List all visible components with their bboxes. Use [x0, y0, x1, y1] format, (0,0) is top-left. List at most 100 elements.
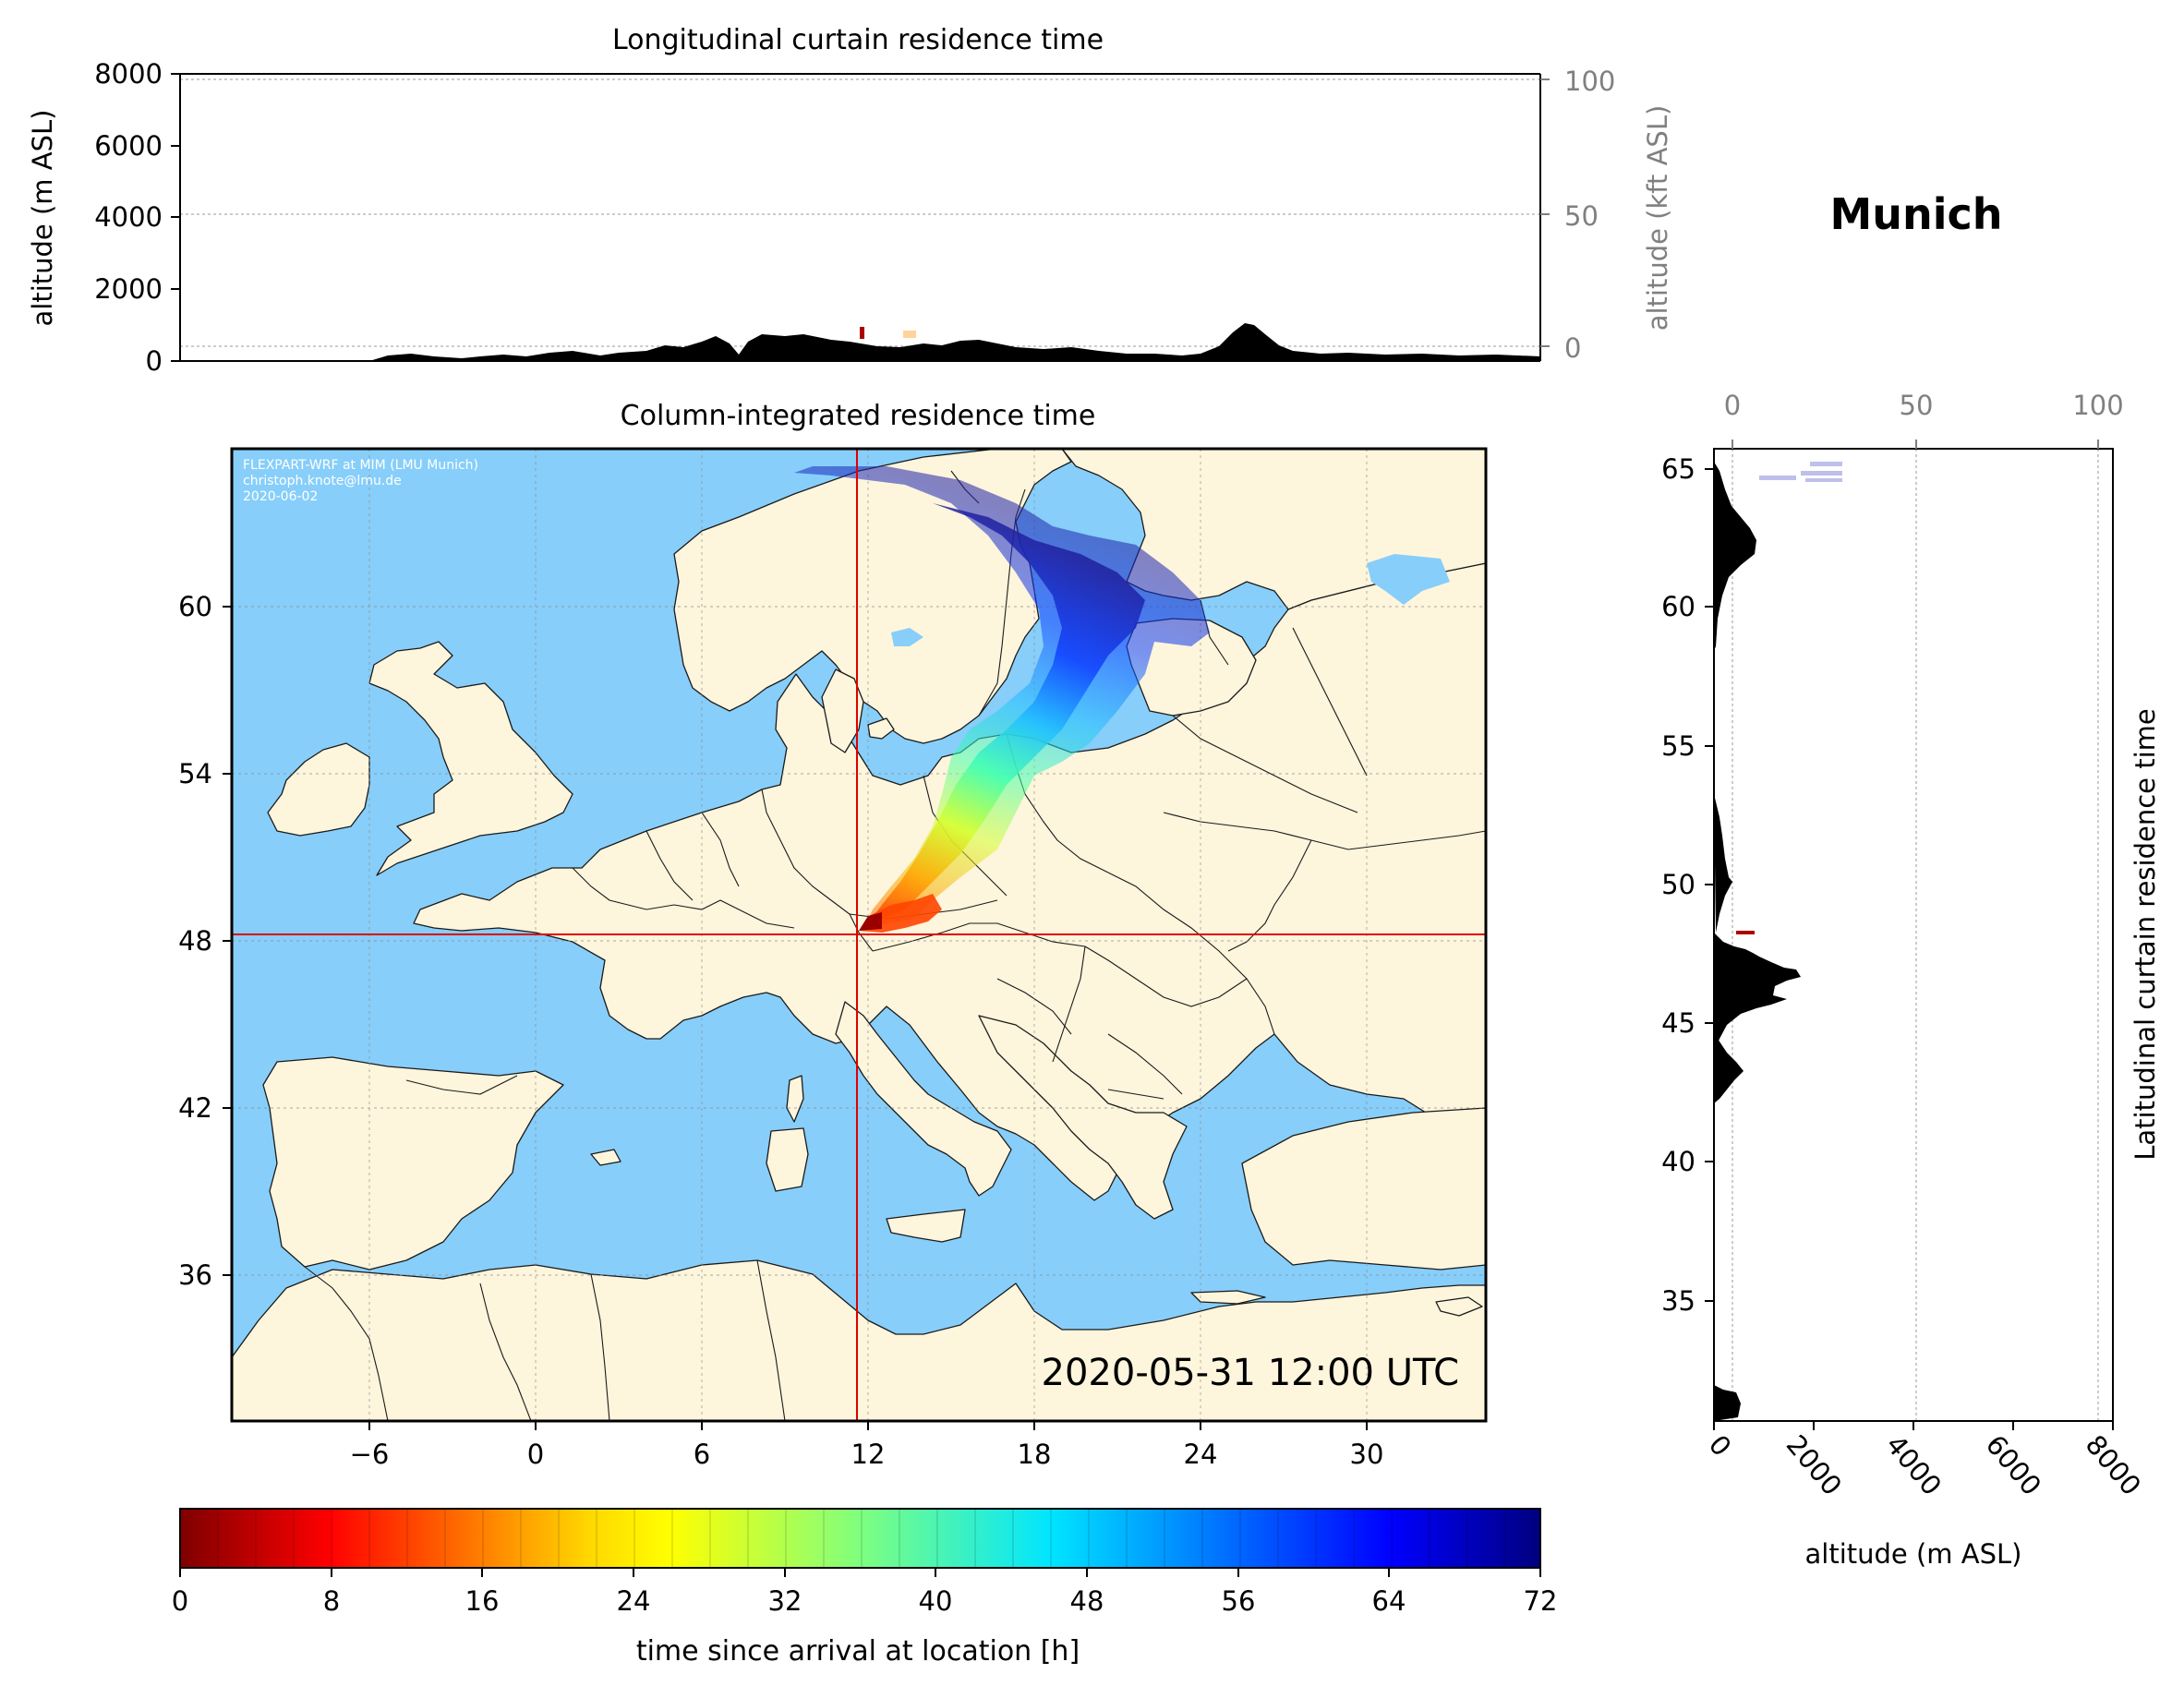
longitudinal-curtain-panel: Longitudinal curtain residence time 0: [27, 24, 1673, 377]
turkey: [1241, 1107, 1486, 1270]
tick-label: 100: [1564, 66, 1615, 97]
lake-vanern: [891, 628, 923, 646]
tick-label: 55: [1661, 730, 1695, 762]
tick-label: 100: [2072, 390, 2123, 421]
tick-label: 72: [1524, 1585, 1558, 1617]
corsica: [786, 1075, 804, 1123]
latitudinal-axes-frame: [1713, 448, 2114, 1422]
tick-label: 35: [1661, 1285, 1695, 1317]
sardinia: [766, 1127, 809, 1192]
residence-time-plume: [794, 466, 1210, 933]
tick-label: 40: [919, 1585, 953, 1617]
tick-label: 6: [694, 1439, 710, 1470]
longitudinal-axes-frame: [179, 73, 1541, 362]
latitudinal-near-source-residence: [1736, 931, 1755, 934]
tick-label: 65: [1661, 453, 1695, 485]
tick-label: 16: [465, 1585, 500, 1617]
longitudinal-terrain: [180, 323, 1540, 361]
north-africa: [232, 1259, 1486, 1421]
colorbar-bins: [217, 1509, 1506, 1568]
latitudinal-terrain: [1714, 462, 1801, 1421]
latitudinal-alt-tick-labels: 0 2000 4000 6000 8000: [1703, 1429, 2147, 1501]
balkans: [978, 1015, 1188, 1220]
latitudinal-curtain-panel: 65 60 55 50 45 40 35 0 2000 4000 6000 80…: [1661, 390, 2161, 1570]
longitudinal-right-ticks: [1540, 78, 1550, 347]
latitudinal-kft-ticks: [1732, 440, 2099, 449]
tick-label: 48: [178, 925, 212, 957]
tick-label: 2000: [94, 273, 163, 305]
credit-line-2: christoph.knote@lmu.de: [243, 474, 402, 488]
iberian-peninsula: [262, 1056, 564, 1270]
tick-label: 54: [178, 758, 212, 789]
longitudinal-left-tick-labels: 0 2000 4000 6000 8000: [94, 58, 163, 377]
tick-label: 30: [1350, 1439, 1384, 1470]
map-lon-tick-labels: −6 0 6 12 18 24 30: [350, 1439, 1384, 1470]
longitudinal-gridlines: [180, 78, 1540, 347]
tick-label: 45: [1661, 1007, 1695, 1039]
tick-label: 60: [1661, 591, 1695, 622]
tick-label: −6: [350, 1439, 390, 1470]
tick-label: 50: [1661, 869, 1695, 900]
tick-label: 0: [172, 1585, 188, 1617]
longitudinal-ylabel-right: altitude (kft ASL): [1642, 105, 1673, 331]
longitudinal-residence-patch: [903, 331, 916, 338]
latitudinal-title: Latitudinal curtain residence time: [2130, 708, 2161, 1161]
tick-label: 0: [1564, 332, 1581, 364]
latitudinal-gridlines: [1732, 449, 2099, 1421]
credit-line-3: 2020-06-02: [243, 489, 318, 504]
plume-source-dark: [859, 912, 882, 931]
colorbar-tick-labels: 0 8 16 24 32 40 48 56 64 72: [172, 1585, 1558, 1617]
ireland: [267, 742, 370, 837]
tick-label: 0: [146, 345, 163, 377]
tick-label: 8000: [94, 58, 163, 90]
map-area: FLEXPART-WRF at MIM (LMU Munich) christo…: [232, 449, 1486, 1421]
latitudinal-upper-residence: [1759, 462, 1842, 482]
location-title: Munich: [1829, 189, 2002, 239]
tick-label: 24: [1184, 1439, 1218, 1470]
tick-label: 56: [1222, 1585, 1256, 1617]
tick-label: 0: [1724, 390, 1741, 421]
tick-label: 48: [1070, 1585, 1104, 1617]
map-credit: FLEXPART-WRF at MIM (LMU Munich) christo…: [243, 458, 478, 504]
italy: [835, 1001, 1012, 1197]
tick-label: 32: [768, 1585, 802, 1617]
longitudinal-title: Longitudinal curtain residence time: [612, 24, 1104, 56]
column-integrated-map-panel: Column-integrated residence time: [178, 400, 1488, 1470]
tick-label: 2000: [1780, 1429, 1848, 1501]
sicily: [886, 1209, 966, 1243]
balearic-island: [590, 1149, 621, 1166]
tick-label: 24: [617, 1585, 651, 1617]
tick-label: 0: [527, 1439, 544, 1470]
map-timestamp: 2020-05-31 12:00 UTC: [1042, 1352, 1459, 1394]
danish-island: [867, 717, 895, 740]
tick-label: 50: [1900, 390, 1934, 421]
longitudinal-near-source-residence: [860, 327, 864, 339]
longitudinal-right-tick-labels: 0 50 100: [1564, 66, 1615, 364]
tick-label: 50: [1564, 200, 1599, 232]
tick-label: 40: [1661, 1146, 1695, 1177]
tick-label: 12: [851, 1439, 886, 1470]
tick-label: 64: [1372, 1585, 1406, 1617]
latitudinal-kft-tick-labels: 0 50 100: [1724, 390, 2124, 421]
tick-label: 8000: [2080, 1429, 2147, 1501]
map-lat-tick-labels: 60 54 48 42 36: [178, 591, 212, 1291]
colorbar-label: time since arrival at location [h]: [636, 1635, 1080, 1668]
colorbar-frame: [179, 1508, 1541, 1569]
plume-core: [868, 503, 1145, 923]
tick-label: 18: [1018, 1439, 1052, 1470]
location-crosshair: [232, 449, 1486, 1421]
latitudinal-lat-tick-labels: 65 60 55 50 45 40 35: [1661, 453, 1695, 1317]
great-britain: [368, 641, 573, 876]
latitudinal-alt-ticks: [1713, 1421, 2114, 1430]
cyprus: [1435, 1296, 1483, 1317]
map-lat-ticks: [223, 606, 232, 1276]
map-title: Column-integrated residence time: [621, 400, 1096, 432]
latitudinal-lat-ticks: [1705, 468, 1714, 1302]
tick-label: 6000: [94, 130, 163, 162]
tick-label: 0: [1703, 1429, 1738, 1463]
tick-label: 4000: [94, 201, 163, 233]
map-lon-ticks: [368, 1421, 1368, 1430]
map-frame: [230, 447, 1488, 1423]
longitudinal-ylabel-left: altitude (m ASL): [27, 110, 58, 327]
